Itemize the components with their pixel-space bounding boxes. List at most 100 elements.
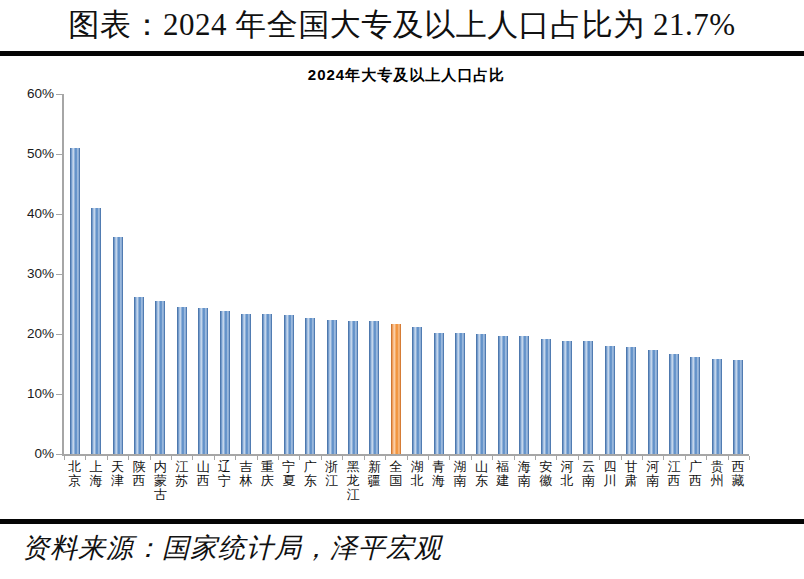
x-axis-category-label: 江西 — [663, 460, 684, 488]
x-axis-label-char: 青 — [428, 460, 449, 474]
x-axis-label-char: 徽 — [535, 474, 556, 488]
bar — [177, 307, 187, 454]
x-axis-label-char: 南 — [449, 474, 470, 488]
x-axis-label-char: 贵 — [706, 460, 727, 474]
report-title: 图表：2024 年全国大专及以上人口占比为 21.7% — [0, 4, 804, 46]
x-axis-label-char: 北 — [556, 474, 577, 488]
x-axis-category-label: 湖南 — [449, 460, 470, 488]
x-axis-category-label: 河南 — [642, 460, 663, 488]
x-axis-label-char: 北 — [407, 474, 428, 488]
x-axis-category-label: 天津 — [107, 460, 128, 488]
bar — [134, 297, 144, 454]
x-axis-label-char: 西 — [728, 460, 749, 474]
x-axis-label-char: 海 — [85, 474, 106, 488]
x-axis-label-char: 江 — [663, 460, 684, 474]
x-axis-category-label: 内蒙古 — [150, 460, 171, 502]
x-axis-category-label: 浙江 — [321, 460, 342, 488]
bar — [284, 315, 294, 454]
x-axis-category-label: 贵州 — [706, 460, 727, 488]
bar — [562, 341, 572, 454]
bar — [690, 357, 700, 454]
header-divider — [0, 51, 804, 56]
y-axis-tick — [56, 334, 62, 335]
y-axis-tick-label: 50% — [0, 146, 54, 162]
x-axis-category-label: 新疆 — [364, 460, 385, 488]
x-axis-category-label: 上海 — [85, 460, 106, 488]
x-axis-label-char: 南 — [514, 474, 535, 488]
x-axis-label-char: 全 — [385, 460, 406, 474]
x-axis-label-char: 疆 — [364, 474, 385, 488]
x-axis-category-label: 云南 — [578, 460, 599, 488]
bar — [626, 347, 636, 454]
bar — [498, 336, 508, 454]
bar — [220, 311, 230, 454]
x-axis-label-char: 苏 — [171, 474, 192, 488]
x-axis-category-label: 山西 — [192, 460, 213, 488]
y-axis-tick — [56, 214, 62, 215]
y-axis-line — [62, 94, 64, 456]
x-axis-label-char: 四 — [599, 460, 620, 474]
chart-title: 2024年大专及以上人口占比 — [64, 66, 749, 85]
x-axis-category-label: 海南 — [514, 460, 535, 488]
x-axis-label-char: 云 — [578, 460, 599, 474]
x-axis-label-char: 江 — [171, 460, 192, 474]
bar — [712, 359, 722, 454]
x-axis-label-char: 南 — [642, 474, 663, 488]
x-axis-label-char: 内 — [150, 460, 171, 474]
x-axis-category-label: 安徽 — [535, 460, 556, 488]
x-axis-label-char: 湖 — [449, 460, 470, 474]
x-axis-label-char: 藏 — [728, 474, 749, 488]
x-axis-label-char: 庆 — [257, 474, 278, 488]
x-axis-label-char: 海 — [514, 460, 535, 474]
bar — [541, 339, 551, 454]
y-axis-tick-label: 40% — [0, 206, 54, 222]
y-axis-tick — [56, 454, 62, 455]
bar — [70, 148, 80, 454]
x-axis-category-label: 甘肃 — [621, 460, 642, 488]
source-note: 资料来源：国家统计局，泽平宏观 — [22, 530, 442, 566]
x-axis-label-char: 重 — [257, 460, 278, 474]
y-axis-tick — [56, 154, 62, 155]
report-page: 图表：2024 年全国大专及以上人口占比为 21.7% 2024年大专及以上人口… — [0, 0, 804, 579]
x-axis-category-label: 江苏 — [171, 460, 192, 488]
x-axis-category-label: 河北 — [556, 460, 577, 488]
bar — [583, 341, 593, 454]
x-axis-label-char: 浙 — [321, 460, 342, 474]
bar — [348, 321, 358, 454]
x-axis-label-char: 津 — [107, 474, 128, 488]
x-axis-label-char: 河 — [642, 460, 663, 474]
bar — [113, 237, 123, 454]
bar — [327, 320, 337, 454]
x-axis-category-label: 山东 — [471, 460, 492, 488]
x-axis-label-char: 江 — [321, 474, 342, 488]
y-axis-tick — [56, 94, 62, 95]
x-axis-label-char: 河 — [556, 460, 577, 474]
bar — [155, 301, 165, 454]
x-axis-label-char: 龙 — [342, 474, 363, 488]
x-axis-label-char: 建 — [492, 474, 513, 488]
x-axis-label-char: 西 — [663, 474, 684, 488]
x-axis-category-label: 广东 — [299, 460, 320, 488]
y-axis-tick-label: 60% — [0, 86, 54, 102]
x-axis-label-char: 南 — [578, 474, 599, 488]
x-axis-label-char: 夏 — [278, 474, 299, 488]
x-axis-label-char: 宁 — [278, 460, 299, 474]
x-axis-label-char: 川 — [599, 474, 620, 488]
x-axis-category-label: 宁夏 — [278, 460, 299, 488]
y-axis-tick-label: 20% — [0, 326, 54, 342]
x-axis-label-char: 陕 — [128, 460, 149, 474]
y-axis-tick-label: 10% — [0, 386, 54, 402]
bar — [198, 308, 208, 454]
x-axis-category-label: 辽宁 — [214, 460, 235, 488]
x-axis-label-char: 天 — [107, 460, 128, 474]
x-axis-label-char: 古 — [150, 488, 171, 502]
x-axis-label-char: 西 — [192, 474, 213, 488]
x-axis-category-label: 西藏 — [728, 460, 749, 488]
bar — [305, 318, 315, 454]
x-axis-category-label: 福建 — [492, 460, 513, 488]
y-axis-tick — [56, 274, 62, 275]
x-axis-category-label: 全国 — [385, 460, 406, 488]
x-axis-label-char: 吉 — [235, 460, 256, 474]
x-axis-label-char: 湖 — [407, 460, 428, 474]
x-axis-category-label: 重庆 — [257, 460, 278, 488]
